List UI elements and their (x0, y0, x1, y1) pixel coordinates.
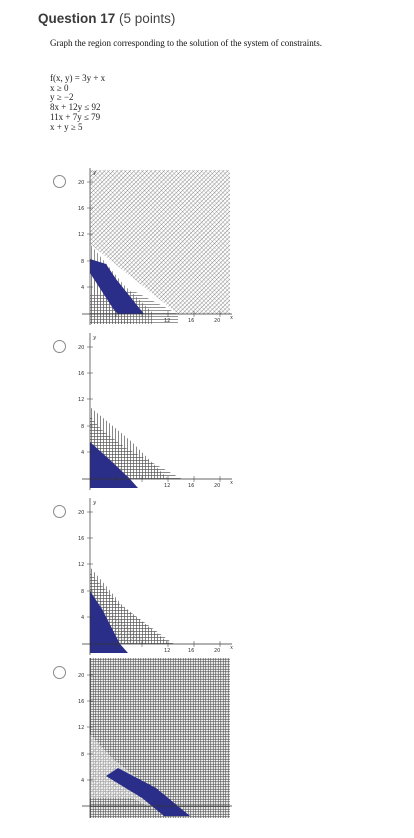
y-axis-letter: y (92, 335, 97, 341)
y-tick-label: 12 (78, 725, 84, 731)
graph-option-b: y x 20 16 12 8 4 12 16 20 (72, 330, 238, 490)
y-tick-label: 8 (81, 259, 84, 265)
axes (82, 498, 232, 655)
y-axis-letter: y (92, 170, 97, 176)
y-tick-label: 12 (78, 562, 84, 568)
y-tick-label: 20 (78, 510, 84, 516)
graph-svg-b: y x 20 16 12 8 4 12 16 20 (78, 333, 234, 490)
tick-marks (87, 511, 221, 647)
y-tick-label: 8 (81, 752, 84, 758)
y-tick-label: 16 (78, 206, 84, 212)
hatch-regions (90, 170, 230, 324)
radio-button-c[interactable] (53, 505, 66, 518)
graph-svg-d: 20 16 12 8 4 (78, 658, 232, 818)
x-tick-label: 12 (164, 483, 170, 489)
x-tick-label: 20 (214, 483, 220, 489)
y-tick-label: 20 (78, 673, 84, 679)
question-title: Question 17 (38, 11, 116, 26)
y-tick-label: 16 (78, 699, 84, 705)
graph-svg-a: y x 20 16 12 8 4 12 16 20 (78, 168, 234, 325)
y-tick-label: 8 (81, 424, 84, 430)
graph-option-a: y x 20 16 12 8 4 12 16 20 (72, 165, 238, 325)
y-tick-label: 16 (78, 371, 84, 377)
graph-option-c: y x 20 16 12 8 4 12 16 20 (72, 495, 238, 655)
constraint-line: x + y ≥ 5 (50, 121, 83, 132)
feasible-region (90, 442, 138, 488)
radio-button-a[interactable] (53, 175, 66, 188)
x-tick-label: 16 (188, 318, 194, 324)
tick-marks (87, 346, 221, 482)
feasible-region (90, 591, 128, 653)
x-tick-label: 12 (164, 648, 170, 654)
y-tick-label: 12 (78, 232, 84, 238)
y-tick-label: 4 (81, 450, 84, 456)
x-tick-label: 20 (214, 318, 220, 324)
y-tick-label: 4 (81, 778, 84, 784)
tick-marks (87, 674, 93, 781)
question-points: (5 points) (119, 11, 176, 26)
y-tick-label: 4 (81, 285, 84, 291)
y-tick-label: 12 (78, 397, 84, 403)
answer-option-b[interactable]: y x 20 16 12 8 4 12 16 20 (0, 330, 414, 490)
feasible-region (90, 259, 144, 314)
x-axis-letter: x (230, 480, 234, 486)
constraint-line: y ≥ −2 (50, 92, 74, 103)
radio-button-b[interactable] (53, 340, 66, 353)
constraint-line: 8x + 12y ≤ 92 (50, 102, 101, 113)
x-tick-label: 16 (188, 648, 194, 654)
constraint-line: x ≥ 0 (50, 82, 69, 93)
answer-option-c[interactable]: y x 20 16 12 8 4 12 16 20 (0, 495, 414, 655)
answer-option-a[interactable]: y x 20 16 12 8 4 12 16 20 (0, 165, 414, 325)
objective-function: f(x, y) = 3y + x (50, 73, 106, 83)
axes (82, 168, 232, 325)
constraint-list: f(x, y) = 3y + x x ≥ 0 y ≥ −2 8x + 12y ≤… (50, 73, 106, 132)
x-axis-letter: x (230, 645, 234, 651)
question-header: Question 17 (5 points) (38, 11, 175, 26)
constraint-line: 11x + 7y ≤ 79 (50, 111, 101, 122)
x-axis-letter: x (230, 315, 234, 321)
feasible-region (106, 768, 190, 816)
y-tick-label: 4 (81, 615, 84, 621)
x-tick-label: 16 (188, 483, 194, 489)
y-tick-label: 16 (78, 536, 84, 542)
axes (82, 658, 232, 818)
axes (82, 333, 232, 490)
y-tick-label: 20 (78, 345, 84, 351)
radio-button-d[interactable] (53, 666, 66, 679)
question-prompt: Graph the region corresponding to the so… (50, 38, 322, 48)
y-tick-label: 8 (81, 589, 84, 595)
y-tick-label: 20 (78, 180, 84, 186)
y-axis-letter: y (92, 500, 97, 506)
x-tick-label: 12 (164, 318, 170, 324)
tick-marks (87, 181, 221, 317)
graph-svg-c: y x 20 16 12 8 4 12 16 20 (78, 498, 234, 655)
x-tick-label: 20 (214, 648, 220, 654)
answer-option-d[interactable]: 20 16 12 8 4 (0, 658, 414, 820)
graph-option-d: 20 16 12 8 4 (72, 658, 238, 818)
